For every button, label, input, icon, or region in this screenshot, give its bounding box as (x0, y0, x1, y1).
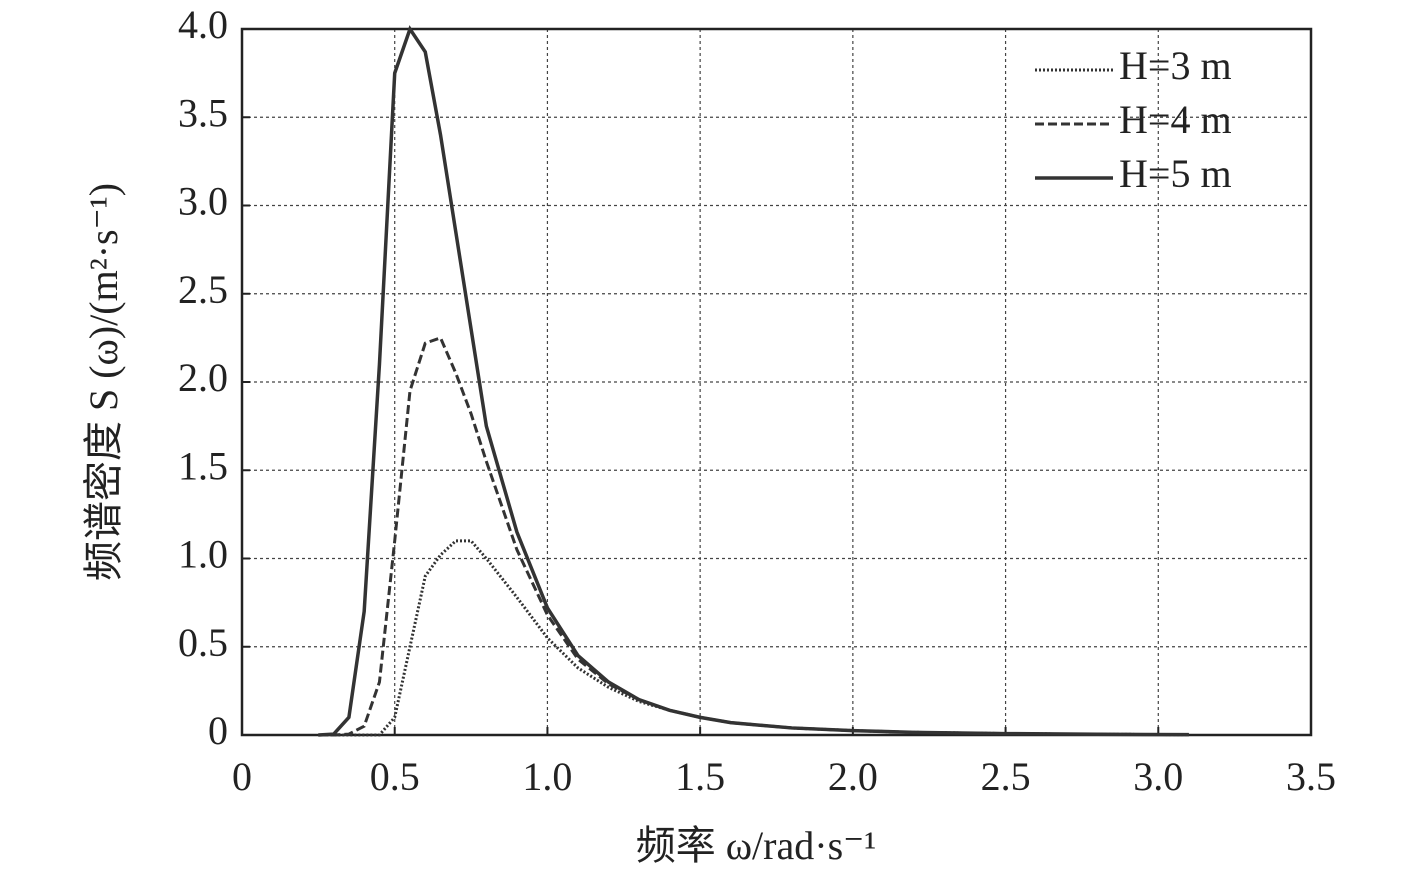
y-tick-label: 3.5 (178, 90, 228, 135)
y-tick-label: 0.5 (178, 620, 228, 665)
y-tick-label: 0 (208, 708, 228, 753)
x-tick-label: 0.5 (370, 754, 420, 799)
series-line (318, 336, 1189, 737)
y-tick-label: 1.5 (178, 443, 228, 488)
series-line (318, 25, 1189, 737)
x-tick-label: 1.0 (522, 754, 572, 799)
legend-label: H=5 m (1119, 151, 1232, 196)
y-tick-label: 4.0 (178, 2, 228, 47)
y-axis-label: 频谱密度 S (ω)/(m²·s⁻¹) (81, 183, 126, 581)
y-tick-label: 3.0 (178, 179, 228, 224)
plot-frame (240, 27, 1313, 737)
x-tick-label: 3.0 (1133, 754, 1183, 799)
y-tick-label: 1.0 (178, 532, 228, 577)
x-tick-label: 2.5 (981, 754, 1031, 799)
legend-label: H=3 m (1119, 43, 1232, 88)
x-axis-label: 频率 ω/rad·s⁻¹ (636, 823, 877, 868)
x-tick-label: 2.0 (828, 754, 878, 799)
y-tick-label: 2.5 (178, 267, 228, 312)
y-tick-label: 2.0 (178, 355, 228, 400)
series-line (318, 539, 1189, 737)
x-tick-label: 0 (232, 754, 252, 799)
legend-label: H=4 m (1119, 97, 1232, 142)
x-tick-label: 3.5 (1286, 754, 1336, 799)
x-tick-label: 1.5 (675, 754, 725, 799)
